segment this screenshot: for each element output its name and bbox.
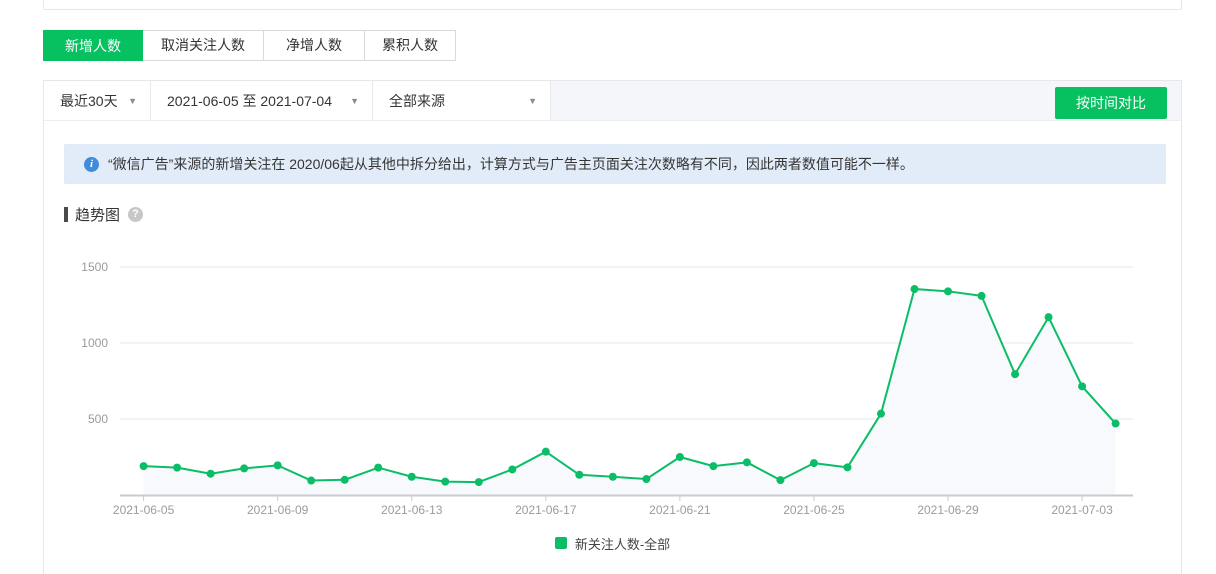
- data-point[interactable]: [441, 477, 450, 486]
- chart-legend[interactable]: 新关注人数-全部: [44, 534, 1181, 552]
- date-range-value: 2021-06-05 至 2021-07-04: [167, 92, 333, 109]
- data-point[interactable]: [809, 459, 818, 468]
- data-point[interactable]: [240, 464, 249, 473]
- chevron-down-icon: ▼: [528, 95, 537, 106]
- data-point[interactable]: [843, 463, 852, 472]
- y-axis-tick-label: 1500: [81, 260, 108, 274]
- data-point[interactable]: [642, 475, 651, 484]
- data-point[interactable]: [876, 409, 885, 418]
- trend-chart-svg-container: 500 1000 1500 2021-06-05 2021-06-09 2021-06-1…: [44, 241, 1181, 528]
- x-axis-tick-label: 2021-06-13: [381, 503, 443, 517]
- x-axis-tick-label: 2021-06-21: [649, 503, 711, 517]
- date-range-dropdown[interactable]: 2021-06-05 至 2021-07-04 ▼: [151, 81, 373, 120]
- legend-marker-icon: [554, 537, 567, 549]
- line-chart-canvas: 500 1000 1500 2021-06-05 2021-06-09 2021-06-1…: [81, 260, 1133, 517]
- tab-unfollowers[interactable]: 取消关注人数: [142, 30, 264, 61]
- data-point[interactable]: [742, 458, 751, 467]
- notice-banner: i “微信广告”来源的新增关注在 2020/06起从其他中拆分给出，计算方式与广…: [64, 144, 1166, 184]
- data-point[interactable]: [675, 453, 684, 461]
- data-point[interactable]: [709, 462, 718, 471]
- data-point[interactable]: [944, 287, 953, 296]
- data-point[interactable]: [340, 475, 349, 484]
- trend-chart: 500 1000 1500 2021-06-05 2021-06-09 2021-06-1…: [44, 241, 1181, 552]
- tab-cumulative[interactable]: 累积人数: [364, 30, 456, 61]
- section-title-row: 趋势图 ?: [64, 205, 1181, 224]
- data-point[interactable]: [307, 476, 316, 485]
- tab-new-followers[interactable]: 新增人数: [43, 30, 143, 61]
- y-axis-tick-label: 500: [88, 412, 108, 426]
- info-icon: i: [84, 156, 99, 172]
- section-title: 趋势图: [75, 207, 121, 224]
- filter-bar: 最近30天 ▼ 2021-06-05 至 2021-07-04 ▼ 全部来源 ▼…: [44, 81, 1181, 121]
- help-icon[interactable]: ?: [128, 207, 144, 222]
- data-point[interactable]: [1078, 382, 1087, 391]
- x-axis-tick-label: 2021-06-17: [515, 503, 577, 517]
- trend-line: [143, 288, 1117, 484]
- previous-card-remnant: [43, 0, 1182, 10]
- data-point[interactable]: [474, 478, 483, 487]
- data-point[interactable]: [977, 291, 986, 300]
- data-point[interactable]: [374, 463, 383, 472]
- data-point[interactable]: [173, 463, 182, 472]
- time-range-dropdown[interactable]: 最近30天 ▼: [44, 81, 151, 120]
- chevron-down-icon: ▼: [128, 95, 137, 106]
- data-point[interactable]: [1044, 313, 1053, 322]
- data-point[interactable]: [910, 285, 919, 294]
- tab-net-increase[interactable]: 净增人数: [263, 30, 365, 61]
- title-accent-bar: [64, 207, 68, 222]
- data-point[interactable]: [508, 465, 517, 474]
- data-point[interactable]: [776, 476, 785, 485]
- x-axis-tick-label: 2021-06-09: [247, 503, 309, 517]
- data-point[interactable]: [407, 472, 416, 481]
- x-axis-tick-label: 2021-06-25: [783, 503, 845, 517]
- y-axis-tick-label: 1000: [81, 336, 108, 350]
- chevron-down-icon: ▼: [350, 95, 359, 106]
- legend-label: 新关注人数-全部: [574, 536, 671, 552]
- source-value: 全部来源: [389, 92, 445, 109]
- notice-text: “微信广告”来源的新增关注在 2020/06起从其他中拆分给出，计算方式与广告主…: [108, 156, 914, 172]
- data-point[interactable]: [608, 472, 617, 481]
- source-dropdown[interactable]: 全部来源 ▼: [373, 81, 551, 120]
- time-range-value: 最近30天: [60, 92, 118, 109]
- data-point[interactable]: [1011, 370, 1020, 379]
- data-point[interactable]: [273, 461, 282, 470]
- data-point[interactable]: [575, 470, 584, 479]
- area-fill: [143, 289, 1116, 495]
- metric-tabs: 新增人数 取消关注人数 净增人数 累积人数: [43, 30, 456, 61]
- x-axis-tick-label: 2021-06-05: [113, 503, 175, 517]
- data-point[interactable]: [541, 447, 550, 456]
- x-axis-tick-label: 2021-07-03: [1051, 503, 1113, 517]
- trend-card: 最近30天 ▼ 2021-06-05 至 2021-07-04 ▼ 全部来源 ▼…: [43, 80, 1182, 574]
- compare-by-time-button[interactable]: 按时间对比: [1055, 87, 1167, 119]
- data-point[interactable]: [1111, 419, 1120, 428]
- filter-dropdown-group: 最近30天 ▼ 2021-06-05 至 2021-07-04 ▼ 全部来源 ▼: [44, 81, 551, 120]
- x-axis-tick-label: 2021-06-29: [917, 503, 979, 517]
- data-point[interactable]: [206, 469, 215, 478]
- data-point[interactable]: [139, 462, 148, 471]
